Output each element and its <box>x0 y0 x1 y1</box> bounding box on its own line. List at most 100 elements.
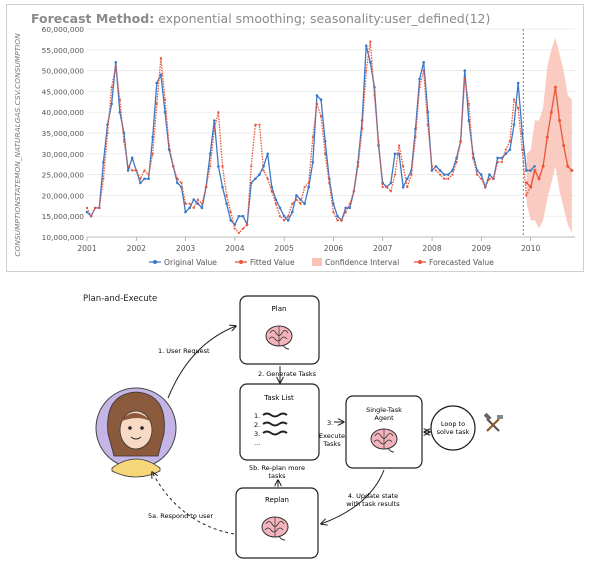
original-value-point <box>422 60 426 64</box>
forecasted-value-point <box>558 119 562 123</box>
chart-title-rest: exponential smoothing; seasonality:user_… <box>158 11 491 26</box>
original-value-point <box>479 173 483 176</box>
legend-swatch <box>312 258 322 266</box>
fitted-value-point <box>184 202 187 205</box>
fitted-value-line <box>86 41 536 234</box>
original-value-point <box>143 177 146 181</box>
fitted-value-point <box>397 144 401 147</box>
single-task-agent-label: Single-Task Agent <box>366 406 402 422</box>
fitted-value-point <box>106 131 109 135</box>
fitted-value-point <box>233 227 236 230</box>
fitted-value-point <box>336 219 339 222</box>
fitted-value-point <box>426 123 429 126</box>
legend-marker <box>153 260 157 264</box>
label-replan-more: 5b. Re-plan more tasks <box>249 464 305 480</box>
forecasted-value-point <box>553 85 557 89</box>
fitted-value-point <box>340 219 343 222</box>
original-value-point <box>295 194 298 197</box>
fitted-value-point <box>270 190 273 193</box>
fitted-value-point <box>480 177 483 180</box>
original-value-point <box>512 123 516 126</box>
original-value-point <box>208 152 212 156</box>
fitted-value-point <box>110 86 113 89</box>
fitted-value-point <box>172 165 175 168</box>
fitted-value-point <box>303 185 306 189</box>
x-tick-label: 2002 <box>127 244 146 253</box>
fitted-value-point <box>508 140 512 143</box>
fitted-value-point <box>447 177 450 180</box>
legend-label: Confidence Interval <box>325 258 399 267</box>
original-value-point <box>525 169 528 172</box>
fitted-value-point <box>98 206 101 209</box>
fitted-value-point <box>517 106 520 110</box>
fitted-value-point <box>287 215 290 218</box>
replan-box-label: Replan <box>265 496 289 504</box>
y-tick-label: 35,000,000 <box>42 129 85 138</box>
x-tick-label: 2008 <box>422 244 441 253</box>
fitted-value-point <box>348 202 351 205</box>
forecasted-value-point <box>541 164 545 168</box>
label-execute-num: 3. <box>327 419 333 427</box>
original-value-point <box>114 60 118 64</box>
y-tick-label: 25,000,000 <box>42 171 85 180</box>
y-tick-label: 10,000,000 <box>42 233 85 242</box>
label-execute-desc: Execute Tasks <box>319 432 345 448</box>
original-value-point <box>389 181 393 185</box>
original-value-point <box>278 206 282 210</box>
y-tick-label: 60,000,000 <box>42 25 85 34</box>
forecasted-value-point <box>549 110 553 114</box>
label-update-state: 4. Update state with task results <box>346 492 400 508</box>
fitted-value-point <box>410 173 413 176</box>
original-value-point <box>364 44 368 47</box>
fitted-value-point <box>258 123 261 126</box>
original-value-point <box>196 202 200 206</box>
original-value-point <box>237 214 241 218</box>
original-value-point <box>336 214 339 218</box>
fitted-value-point <box>512 98 516 101</box>
original-value-point <box>139 181 142 185</box>
arrow-update-state <box>321 469 385 524</box>
original-value-point <box>307 185 311 189</box>
original-value-point <box>516 81 520 85</box>
original-value-point <box>221 185 224 189</box>
original-value-point <box>282 214 286 218</box>
fitted-value-point <box>274 202 277 205</box>
fitted-value-point <box>102 177 105 180</box>
fitted-value-point <box>455 161 458 164</box>
fitted-value-point <box>180 181 183 185</box>
fitted-value-point <box>147 173 150 176</box>
original-value-point <box>217 164 220 168</box>
fitted-value-point <box>496 161 499 164</box>
original-value-point <box>533 164 536 168</box>
forecast-chart: CONSUMPTIONSTATEMON_NATURALGAS.CSV.CONSU… <box>13 25 575 267</box>
task-scribble-1 <box>262 412 288 418</box>
plan-and-execute-diagram: Plan-and-Execute Plan Task List 1. 2. 3.… <box>83 294 503 559</box>
chart-title-bold: Forecast Method: <box>31 11 155 26</box>
original-value-point <box>159 73 163 77</box>
x-tick-label: 2003 <box>176 244 195 253</box>
original-value-point <box>303 202 306 206</box>
plan-box-label: Plan <box>272 305 287 313</box>
legend-label: Original Value <box>164 258 217 267</box>
chart-title: Forecast Method: exponential smoothing; … <box>31 11 490 26</box>
fitted-value-point <box>315 102 319 105</box>
fitted-value-point <box>352 190 355 193</box>
original-value-point <box>225 202 228 206</box>
original-value-point <box>430 169 434 172</box>
original-value-point <box>254 177 257 181</box>
fitted-value-point <box>229 210 232 214</box>
fitted-value-point <box>475 173 479 176</box>
y-tick-label: 15,000,000 <box>42 212 85 221</box>
task-item-2: 2. <box>254 421 260 429</box>
forecasted-value-point <box>545 135 549 139</box>
y-tick-label: 20,000,000 <box>42 191 85 200</box>
fitted-value-point <box>443 177 446 180</box>
fitted-value-point <box>463 77 466 81</box>
original-value-point <box>369 60 372 64</box>
original-value-point <box>184 210 187 214</box>
forecasted-value-point <box>525 181 529 185</box>
original-value-point <box>212 119 216 122</box>
fitted-value-point <box>361 127 364 130</box>
y-tick-label: 45,000,000 <box>42 87 85 96</box>
original-value-point <box>496 156 499 160</box>
